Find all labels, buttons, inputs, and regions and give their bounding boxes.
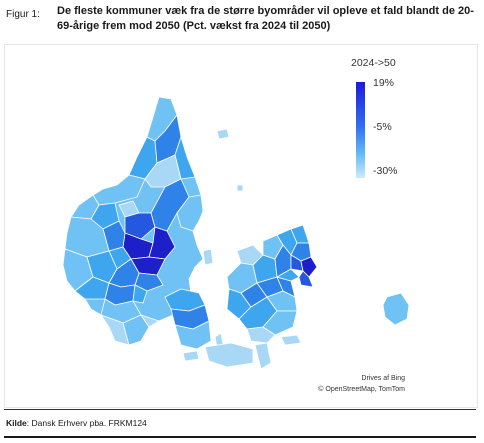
region-fredericia [132,284,148,304]
divider [4,409,476,410]
map-attribution-osm: © OpenStreetMap, TomTom [318,386,405,393]
region-aabenraa [122,314,150,346]
legend-min-label: -30% [373,165,398,177]
map-attribution-bing: Drives af Bing [361,375,405,382]
region-laeso [216,128,230,140]
region-samso [202,248,214,266]
legend-title: 2024->50 [351,57,396,69]
denmark-choropleth-map [62,96,410,370]
source-text: : Dansk Erhverv pba. FRKM124 [26,418,147,428]
figure-title: De fleste kommuner væk fra de større byo… [57,5,474,32]
region-fyn-south [174,320,212,350]
legend: 2024->50 19% -5% -30% [329,57,449,178]
footer-rule [4,436,476,438]
region-tonder [100,314,130,346]
region-amager [298,270,314,288]
region-vordingborg [246,326,276,344]
legend-color-scale [356,82,365,178]
region-falster [254,342,272,370]
source-note: Kilde: Dansk Erhverv pba. FRKM124 [6,418,147,428]
source-label: Kilde [6,418,27,428]
region-sonderborg [140,314,160,328]
region-copenhagen [300,256,318,278]
region-djursland [176,194,204,232]
legend-max-label: 19% [373,77,395,89]
region-anholt [236,184,244,192]
region-bornholm [382,292,410,326]
legend-mid-label: -5% [373,121,392,133]
region-aero [182,350,200,362]
region-stevns [266,290,298,312]
region-lolland [204,342,254,368]
region-mon [280,334,302,346]
figure-label: Figur 1: [6,9,40,20]
map-frame: 2024->50 19% -5% -30% Drives af Bing © O… [4,44,478,408]
